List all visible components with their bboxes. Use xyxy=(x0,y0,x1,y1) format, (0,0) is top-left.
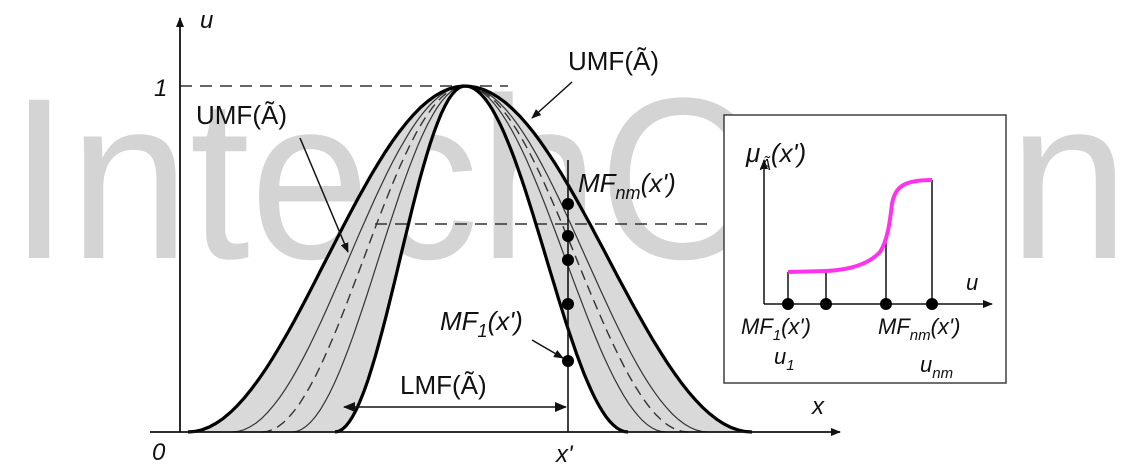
mf-1-arg: (x') xyxy=(488,306,523,336)
umf-right-arrow xyxy=(531,81,573,119)
inset-mf-1-sub: 1 xyxy=(773,327,781,344)
inset-panel: μÃ(x') u MF1(x') u1 MFnm(x') unm xyxy=(723,114,1007,384)
inset-y-label: μÃ(x') xyxy=(745,138,806,174)
inset-u-nm-text: u xyxy=(920,352,932,377)
origin-label: 0 xyxy=(152,439,166,466)
inset-mf-nm-text: MF xyxy=(878,314,911,339)
inset-mu-arg: (x') xyxy=(771,138,806,168)
inset-secondary-mf-curve xyxy=(787,178,933,274)
inset-point xyxy=(926,298,938,310)
mf-nm-point xyxy=(562,198,574,210)
umf-left-label: UMF(Ã) xyxy=(196,100,287,130)
mf-point xyxy=(562,230,574,242)
inset-frame xyxy=(723,114,1007,384)
inset-point xyxy=(820,298,832,310)
inset-u-1-sub: 1 xyxy=(786,357,794,374)
umf-right-label: UMF(Ã) xyxy=(568,46,659,76)
inset-mf-nm-label: MFnm(x') xyxy=(878,314,960,344)
mf-1-subscript: 1 xyxy=(478,321,488,341)
y-axis-label: u xyxy=(200,7,213,34)
lmf-label: LMF(Ã) xyxy=(400,370,487,400)
x-axis-label: x xyxy=(811,393,825,420)
y-tick-label: 1 xyxy=(154,75,167,102)
mf-values-at-x-prime xyxy=(562,198,574,367)
inset-mf-nm-sub: nm xyxy=(910,327,931,344)
inset-u-nm-sub: nm xyxy=(932,365,953,382)
inset-mf-1-label: MF1(x') xyxy=(741,314,811,344)
embedded-mf-curve xyxy=(291,85,667,433)
x-prime-label: x' xyxy=(555,441,574,468)
inset-u-1-text: u xyxy=(774,344,786,369)
inset-x-label: u xyxy=(966,270,978,295)
mf-nm-label: MFnm(x') xyxy=(578,168,676,203)
mf-nm-text: MF xyxy=(578,168,618,198)
mf-1-label: MF1(x') xyxy=(440,306,523,341)
inset-mf-1-text: MF xyxy=(741,314,774,339)
inset-mf-nm-arg: (x') xyxy=(931,314,961,339)
inset-point xyxy=(782,298,794,310)
mf-1-point xyxy=(562,355,574,367)
mf-nm-arg: (x') xyxy=(641,168,676,198)
inset-point xyxy=(880,298,892,310)
mf-nm-subscript: nm xyxy=(616,183,641,203)
inset-u-1-label: u1 xyxy=(774,344,795,374)
inset-mu: μ xyxy=(745,138,760,168)
umf-left-arrow xyxy=(299,137,349,253)
inset-mu-sub: Ã xyxy=(759,155,771,174)
mf-1-arrow xyxy=(531,339,564,359)
mf-point xyxy=(562,298,574,310)
lmf-curve xyxy=(334,84,629,434)
mf-1-text: MF xyxy=(440,306,480,336)
inset-mf-1-arg: (x') xyxy=(781,314,811,339)
inset-u-nm-label: unm xyxy=(920,352,953,382)
mf-point xyxy=(562,254,574,266)
